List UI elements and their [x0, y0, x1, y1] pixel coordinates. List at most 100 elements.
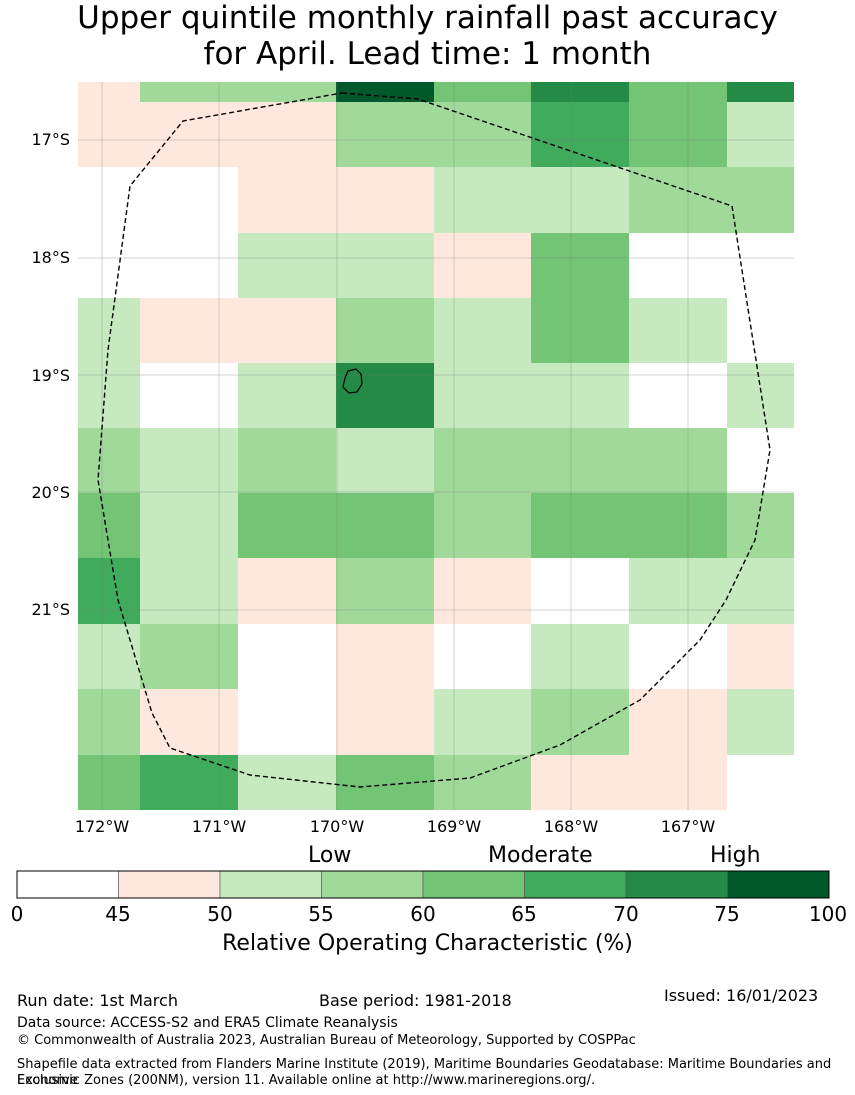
grid-cell [140, 428, 238, 493]
lon-label-168w: 168°W [544, 817, 599, 836]
category-moderate: Moderate [488, 843, 593, 868]
grid-cell [629, 558, 727, 624]
grid-cell [727, 82, 794, 102]
grid-cell [140, 755, 238, 810]
grid-cell [140, 689, 238, 755]
grid-cell [336, 558, 434, 624]
grid-cell [629, 82, 727, 102]
grid-cell [727, 363, 794, 428]
grid-cell [336, 755, 434, 810]
grid-cell [238, 167, 336, 233]
grid-cell [78, 298, 140, 363]
grid-cell [531, 298, 629, 363]
shapefile-credit-line-1: Shapefile data extracted from Flanders M… [17, 1057, 832, 1088]
colorbar-tick: 55 [308, 902, 333, 926]
grid-cell [727, 167, 794, 233]
grid-cell [336, 167, 434, 233]
title-line-1: Upper quintile monthly rainfall past acc… [77, 0, 778, 36]
grid-cell [434, 428, 531, 493]
colorbar-tick: 65 [511, 902, 536, 926]
grid-cell [629, 167, 727, 233]
colorbar [16, 870, 830, 899]
grid-cell [531, 82, 629, 102]
grid-cell [531, 102, 629, 167]
grid-cell [629, 428, 727, 493]
grid-cell [140, 298, 238, 363]
grid-cell [78, 82, 140, 102]
lat-label-19s: 19°S [31, 366, 70, 385]
grid-cell [336, 493, 434, 558]
grid-cell [140, 102, 238, 167]
grid-cell [336, 233, 434, 298]
grid-cell [531, 233, 629, 298]
grid-cell [238, 102, 336, 167]
lon-label-170w: 170°W [310, 817, 365, 836]
grid-cell [727, 558, 794, 624]
grid-cell [78, 689, 140, 755]
grid-cell [531, 428, 629, 493]
grid-cell [727, 755, 794, 810]
lon-label-171w: 171°W [192, 817, 247, 836]
grid-cell [238, 689, 336, 755]
lat-label-21s: 21°S [31, 600, 70, 619]
grid-cell [434, 755, 531, 810]
grid-cells [78, 82, 794, 810]
grid-cell [336, 428, 434, 493]
grid-cell [140, 233, 238, 298]
colorbar-segment [219, 870, 322, 899]
grid-cell [434, 167, 531, 233]
grid-cell [434, 624, 531, 689]
grid-cell [727, 493, 794, 558]
grid-cell [434, 298, 531, 363]
colorbar-label: Relative Operating Characteristic (%) [222, 931, 633, 956]
grid-cell [238, 363, 336, 428]
grid-cell [78, 558, 140, 624]
grid-cell [140, 82, 238, 102]
grid-cell [140, 493, 238, 558]
colorbar-segment [16, 870, 119, 899]
grid-cell [238, 558, 336, 624]
grid-cell [140, 167, 238, 233]
grid-cell [434, 102, 531, 167]
grid-cell [629, 233, 727, 298]
colorbar-segment [625, 870, 728, 899]
colorbar-tick: 50 [207, 902, 232, 926]
colorbar-segment [727, 870, 830, 899]
grid-cell [727, 624, 794, 689]
grid-cell [434, 233, 531, 298]
grid-cell [78, 167, 140, 233]
colorbar-segment [524, 870, 627, 899]
grid-cell [727, 102, 794, 167]
grid-cell [629, 102, 727, 167]
lon-label-172w: 172°W [75, 817, 130, 836]
category-low: Low [308, 843, 352, 868]
grid-cell [78, 755, 140, 810]
grid-cell [434, 363, 531, 428]
data-source: Data source: ACCESS-S2 and ERA5 Climate … [17, 1015, 398, 1031]
grid-cell [238, 233, 336, 298]
colorbar-tick: 0 [11, 902, 24, 926]
grid-cell [238, 624, 336, 689]
grid-cell [434, 689, 531, 755]
lat-label-20s: 20°S [31, 483, 70, 502]
grid-cell [78, 624, 140, 689]
grid-cell [336, 624, 434, 689]
grid-cell [78, 102, 140, 167]
grid-cell [531, 558, 629, 624]
category-high: High [710, 843, 761, 868]
grid-cell [336, 102, 434, 167]
grid-cell [336, 363, 434, 428]
grid-cell [434, 558, 531, 624]
grid-cell [531, 689, 629, 755]
colorbar-tick: 45 [105, 902, 130, 926]
grid-cell [727, 298, 794, 363]
lon-label-169w: 169°W [427, 817, 482, 836]
graticule [78, 82, 794, 810]
lat-label-18s: 18°S [31, 248, 70, 267]
grid-cell [629, 755, 727, 810]
grid-cell [727, 428, 794, 493]
issued-date: Issued: 16/01/2023 [664, 986, 819, 1005]
colorbar-tick: 70 [613, 902, 638, 926]
grid-cell [78, 363, 140, 428]
